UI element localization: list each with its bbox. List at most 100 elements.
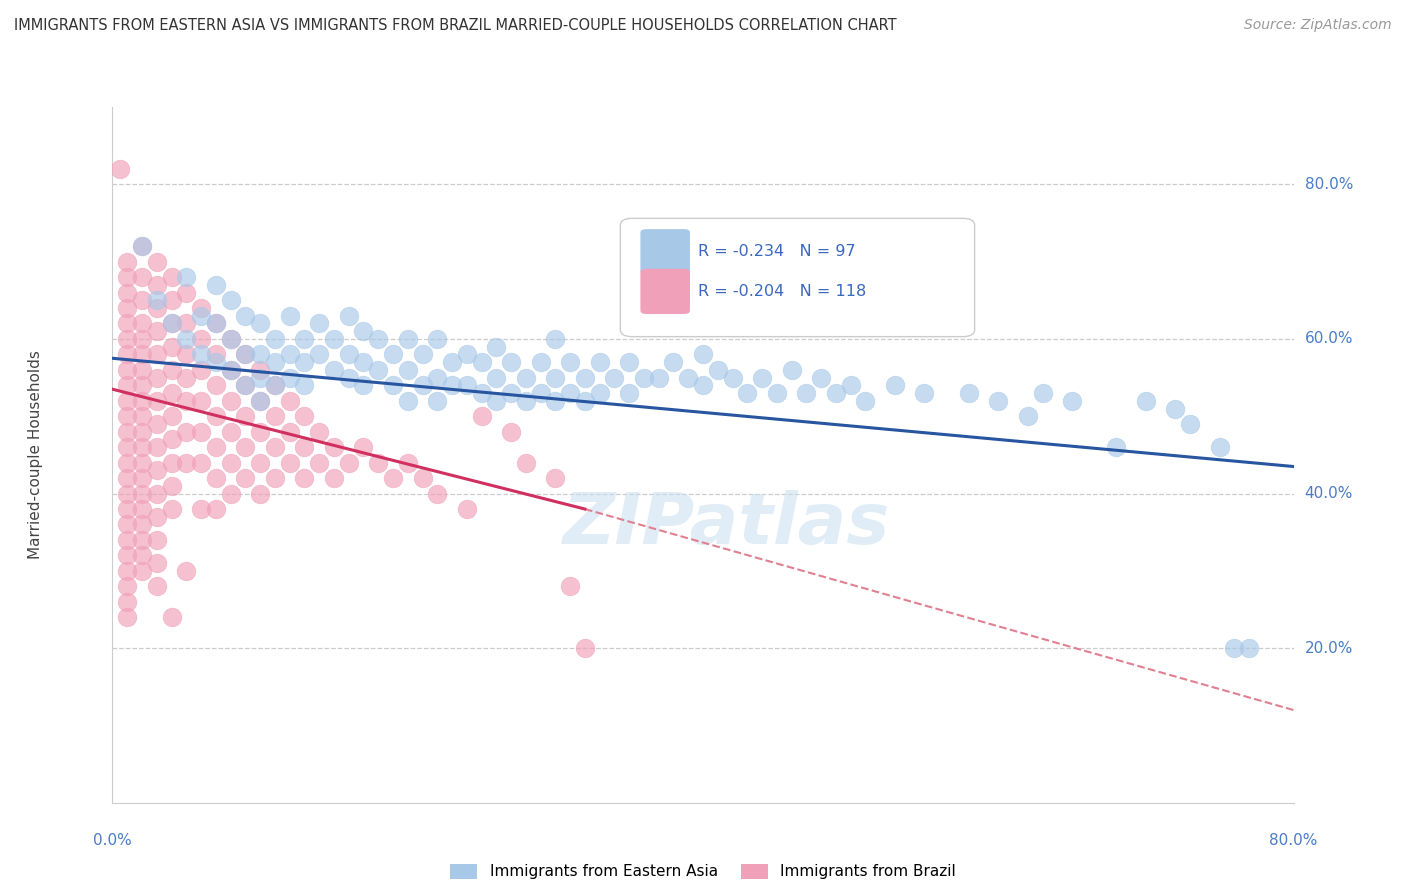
Point bbox=[190, 309, 212, 323]
Point bbox=[131, 471, 153, 485]
Text: R = -0.204   N = 118: R = -0.204 N = 118 bbox=[699, 284, 866, 299]
Point bbox=[146, 277, 169, 292]
Point bbox=[219, 393, 242, 408]
Point bbox=[146, 347, 169, 361]
Point bbox=[633, 370, 655, 384]
Point bbox=[367, 363, 389, 377]
Point bbox=[205, 471, 228, 485]
Point bbox=[131, 317, 153, 331]
Point bbox=[146, 393, 169, 408]
Point bbox=[219, 456, 242, 470]
Point bbox=[190, 425, 212, 439]
Point bbox=[205, 355, 228, 369]
Point bbox=[160, 317, 183, 331]
Point bbox=[117, 533, 138, 547]
Point bbox=[117, 517, 138, 532]
Point bbox=[131, 239, 153, 253]
Point bbox=[174, 347, 197, 361]
Point bbox=[1223, 641, 1246, 656]
Point bbox=[117, 285, 138, 300]
Point bbox=[308, 317, 330, 331]
Text: 80.0%: 80.0% bbox=[1305, 177, 1353, 192]
Point bbox=[117, 456, 138, 470]
Point bbox=[131, 502, 153, 516]
Point bbox=[219, 363, 242, 377]
FancyBboxPatch shape bbox=[640, 268, 690, 314]
Point bbox=[233, 378, 256, 392]
Point bbox=[558, 386, 582, 401]
Point bbox=[131, 486, 153, 500]
Point bbox=[751, 370, 773, 384]
Point bbox=[352, 324, 374, 338]
Point bbox=[352, 355, 374, 369]
Point bbox=[174, 270, 197, 285]
Point bbox=[619, 355, 641, 369]
Point bbox=[292, 355, 315, 369]
Point bbox=[678, 370, 700, 384]
Point bbox=[485, 370, 508, 384]
FancyBboxPatch shape bbox=[640, 229, 690, 275]
Point bbox=[308, 425, 330, 439]
Point bbox=[146, 301, 169, 315]
Point bbox=[501, 425, 523, 439]
Point bbox=[796, 386, 818, 401]
Point bbox=[117, 549, 138, 563]
Point bbox=[249, 393, 271, 408]
Point bbox=[264, 355, 287, 369]
Point bbox=[205, 347, 228, 361]
Point bbox=[337, 456, 360, 470]
Point bbox=[146, 324, 169, 338]
Point bbox=[470, 355, 494, 369]
Point bbox=[501, 386, 523, 401]
Point bbox=[456, 502, 478, 516]
Point bbox=[1135, 393, 1157, 408]
Point bbox=[146, 579, 169, 593]
Point bbox=[146, 533, 169, 547]
Point bbox=[619, 386, 641, 401]
Point bbox=[160, 270, 183, 285]
Point bbox=[692, 378, 714, 392]
Point bbox=[588, 386, 610, 401]
Point bbox=[382, 347, 405, 361]
Point bbox=[174, 285, 197, 300]
Point bbox=[249, 370, 271, 384]
Point bbox=[190, 301, 212, 315]
Point bbox=[160, 340, 183, 354]
Point bbox=[117, 254, 138, 268]
Point bbox=[662, 309, 685, 323]
Point bbox=[544, 393, 567, 408]
Point bbox=[824, 386, 846, 401]
Point bbox=[292, 378, 315, 392]
Point bbox=[219, 332, 242, 346]
Point bbox=[190, 347, 212, 361]
Point bbox=[174, 332, 197, 346]
Point bbox=[456, 378, 478, 392]
Point bbox=[131, 378, 153, 392]
Point bbox=[515, 370, 537, 384]
Text: 40.0%: 40.0% bbox=[1305, 486, 1353, 501]
Point bbox=[117, 347, 138, 361]
Point bbox=[382, 378, 405, 392]
Point bbox=[131, 456, 153, 470]
Point bbox=[117, 564, 138, 578]
Point bbox=[1164, 401, 1187, 416]
Point bbox=[219, 293, 242, 308]
Point bbox=[737, 386, 759, 401]
Point bbox=[987, 393, 1010, 408]
Point bbox=[219, 425, 242, 439]
Point bbox=[117, 270, 138, 285]
Point bbox=[1178, 417, 1201, 431]
Point bbox=[470, 386, 494, 401]
Point bbox=[117, 317, 138, 331]
Point bbox=[323, 332, 346, 346]
Point bbox=[396, 393, 419, 408]
Point bbox=[174, 370, 197, 384]
Point bbox=[219, 363, 242, 377]
Point bbox=[117, 610, 138, 624]
Point bbox=[278, 456, 301, 470]
Point bbox=[810, 370, 832, 384]
Point bbox=[131, 564, 153, 578]
Point bbox=[117, 378, 138, 392]
Point bbox=[456, 347, 478, 361]
Point bbox=[264, 332, 287, 346]
